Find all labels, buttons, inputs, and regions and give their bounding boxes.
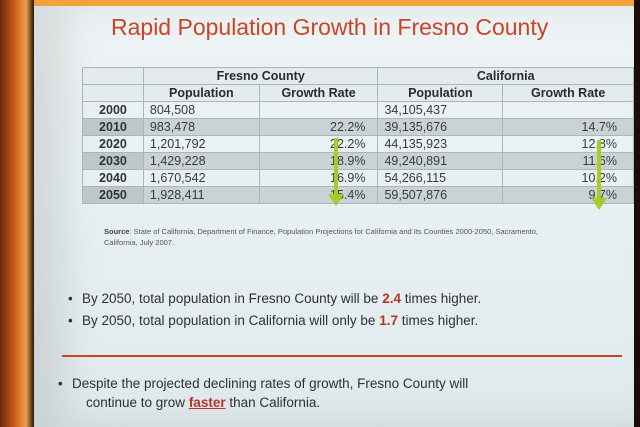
fresno-population-cell: 1,201,792 [142,135,260,153]
ca-population-cell: 39,135,676 [377,118,504,136]
bullet-highlight: 2.4 [382,291,401,306]
ca-population-cell: 44,135,923 [377,135,504,153]
fresno-growth-cell: 16.9% [258,169,379,187]
table-row: 2000 804,508 34,105,437 [82,101,634,119]
slide-top-bar [34,0,634,6]
table-row: 2030 1,429,228 18.9% 49,240,891 11.6% [82,152,634,170]
bullet-text: Despite the projected declining rates of… [72,376,469,391]
ca-population-cell: 54,266,115 [377,169,504,187]
fresno-growth-cell: 22.2% [258,135,379,153]
year-cell: 2050 [82,186,144,204]
ca-population-cell: 59,507,876 [377,186,504,204]
year-cell: 2000 [82,101,144,119]
ca-growth-cell: 12.8% [502,135,634,153]
year-cell: 2040 [82,169,144,187]
bullet-conclusion-line1: • Despite the projected declining rates o… [58,376,468,391]
table-corner [82,67,144,85]
divider-line [62,355,622,357]
ca-growth-cell: 10.2% [502,169,634,187]
california-decline-arrow-icon [591,140,607,210]
table-row: 2020 1,201,792 22.2% 44,135,923 12.8% [82,135,634,153]
fresno-population-cell: 983,478 [142,118,260,136]
fresno-growth-cell: 15.4% [258,186,379,204]
slide: Rapid Population Growth in Fresno County… [34,0,634,427]
bullet-dot-icon: • [68,291,73,306]
bullet-text-end: times higher. [400,291,482,306]
year-cell: 2020 [82,135,144,153]
table-group-header-row: Fresno County California [82,67,634,85]
table-column-header-row: Population Growth Rate Population Growth… [82,84,634,102]
col-header-fresno-growth-rate: Growth Rate [258,84,379,102]
source-label: Source [104,227,130,236]
bullet-dot-icon: • [58,376,63,391]
ca-growth-cell: 9.7% [502,186,634,204]
ca-growth-cell: 11.6% [502,152,634,170]
bullet-california-growth: • By 2050, total population in California… [68,313,478,328]
population-table: Fresno County California Population Grow… [82,67,634,204]
bullet-conclusion-line2: continue to grow faster than California. [86,395,320,410]
bullet-text-end: times higher. [397,313,479,328]
ca-population-cell: 34,105,437 [377,101,504,119]
bullet-text-end: than California. [225,395,321,410]
fresno-decline-arrow-icon [328,138,344,206]
fresno-population-cell: 1,928,411 [142,186,260,204]
fresno-population-cell: 1,670,542 [142,169,260,187]
table-corner-2 [82,84,144,102]
bullet-dot-icon: • [68,313,73,328]
table-row: 2050 1,928,411 15.4% 59,507,876 9.7% [82,186,634,204]
bullet-text: By 2050, total population in California … [82,313,380,328]
year-cell: 2030 [82,152,144,170]
bullet-highlight: 1.7 [379,313,398,328]
group-header-fresno: Fresno County [142,67,379,85]
slide-title: Rapid Population Growth in Fresno County [111,14,549,40]
source-note: Source: State of California, Department … [104,226,564,248]
col-header-ca-population: Population [377,84,504,102]
table-row: 2040 1,670,542 16.9% 54,266,115 10.2% [82,169,634,187]
fresno-growth-cell: 18.9% [258,152,379,170]
bullet-text: By 2050, total population in Fresno Coun… [82,291,383,306]
ca-growth-cell [502,101,634,119]
ca-population-cell: 49,240,891 [377,152,504,170]
source-text: : State of California, Department of Fin… [104,227,538,247]
fresno-population-cell: 804,508 [142,101,260,119]
bullet-fresno-growth: • By 2050, total population in Fresno Cou… [68,291,481,306]
fresno-growth-cell: 22.2% [258,118,379,136]
bullet-highlight: faster [188,395,226,410]
ca-growth-cell: 14.7% [502,118,634,136]
col-header-fresno-population: Population [142,84,260,102]
bullet-text: continue to grow [86,395,189,410]
col-header-ca-growth-rate: Growth Rate [502,84,634,102]
fresno-growth-cell [258,101,379,119]
fresno-population-cell: 1,429,228 [142,152,260,170]
group-header-california: California [377,67,634,85]
year-cell: 2010 [82,118,144,136]
table-row: 2010 983,478 22.2% 39,135,676 14.7% [82,118,634,136]
